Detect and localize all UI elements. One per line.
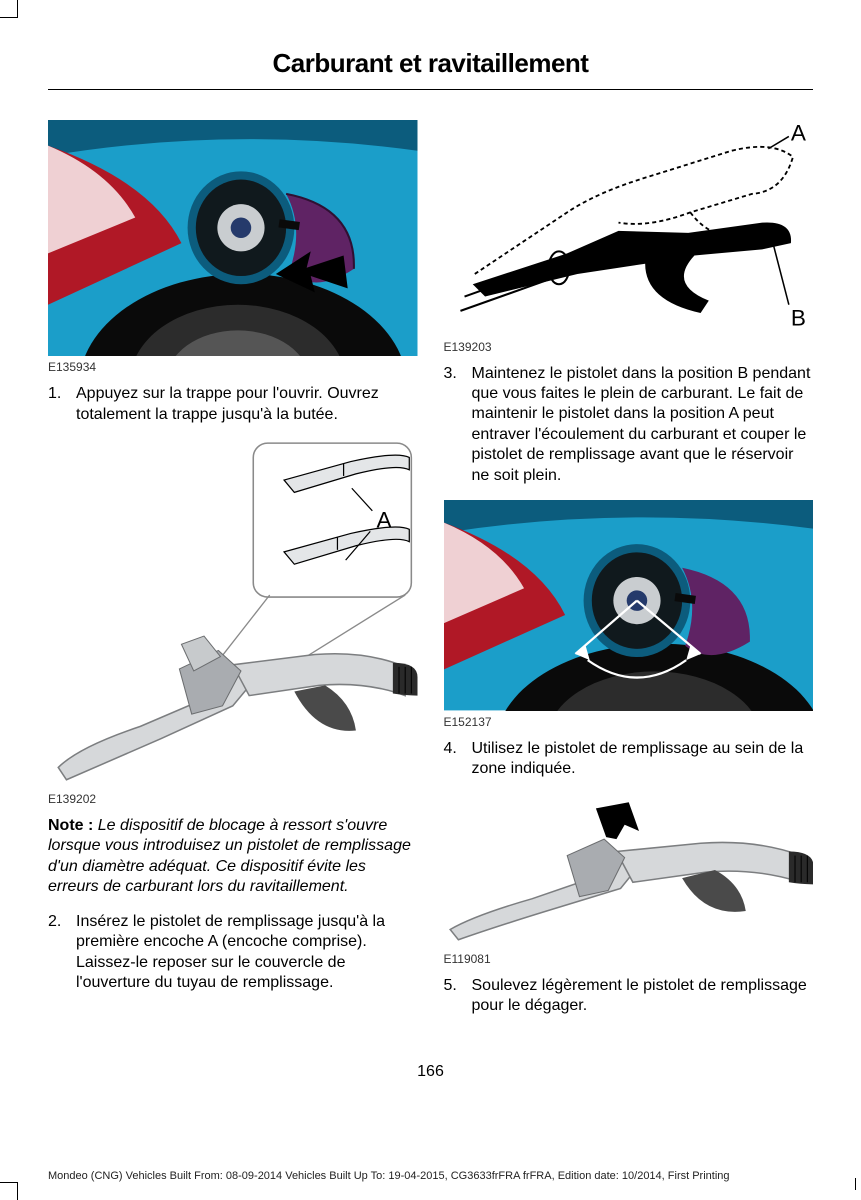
step-text: Maintenez le pistolet dans la position B… [472, 364, 814, 487]
step-number: 1. [48, 384, 76, 425]
figure-caption: E135934 [48, 360, 418, 374]
figure-fuel-zone [444, 500, 814, 710]
step-2: 2. Insérez le pistolet de remplissage ju… [48, 912, 418, 994]
step-number: 5. [444, 976, 472, 1017]
page-header: Carburant et ravitaillement [48, 48, 813, 90]
figure-nozzle-lift [444, 794, 814, 948]
crop-mark [0, 1182, 18, 1200]
callout-label-b: B [790, 305, 805, 330]
figure-caption: E152137 [444, 715, 814, 729]
page-number: 166 [48, 1063, 813, 1081]
two-column-layout: E135934 1. Appuyez sur la trappe pour l'… [48, 120, 813, 1031]
figure-nozzle-positions: A B [444, 120, 814, 336]
page-content: Carburant et ravitaillement [0, 0, 861, 1081]
callout-label-a: A [376, 507, 392, 532]
figure-nozzle-insert: A [48, 439, 418, 788]
page-title: Carburant et ravitaillement [48, 48, 813, 79]
figure-caption: E139202 [48, 792, 418, 806]
figure-caption: E139203 [444, 340, 814, 354]
step-number: 3. [444, 364, 472, 487]
step-number: 2. [48, 912, 76, 994]
step-1: 1. Appuyez sur la trappe pour l'ouvrir. … [48, 384, 418, 425]
step-text: Soulevez légèrement le pistolet de rempl… [472, 976, 814, 1017]
step-text: Insérez le pistolet de remplissage jusqu… [76, 912, 418, 994]
step-4: 4. Utilisez le pistolet de remplissage a… [444, 739, 814, 780]
crop-mark [855, 1178, 861, 1190]
figure-fuel-flap-open [48, 120, 418, 356]
callout-label-a: A [790, 121, 805, 146]
figure-caption: E119081 [444, 952, 814, 966]
left-column: E135934 1. Appuyez sur la trappe pour l'… [48, 120, 418, 1031]
crop-mark [0, 0, 18, 18]
note-label: Note : [48, 817, 93, 834]
right-column: A B E139203 3. Maintenez le pistolet dan… [444, 120, 814, 1031]
step-5: 5. Soulevez légèrement le pistolet de re… [444, 976, 814, 1017]
step-number: 4. [444, 739, 472, 780]
step-text: Utilisez le pistolet de remplissage au s… [472, 739, 814, 780]
step-3: 3. Maintenez le pistolet dans la positio… [444, 364, 814, 487]
note-block: Note : Le dispositif de blocage à ressor… [48, 816, 418, 898]
step-text: Appuyez sur la trappe pour l'ouvrir. Ouv… [76, 384, 418, 425]
footer-text: Mondeo (CNG) Vehicles Built From: 08-09-… [48, 1170, 813, 1182]
note-body: Le dispositif de blocage à ressort s'ouv… [48, 817, 411, 895]
